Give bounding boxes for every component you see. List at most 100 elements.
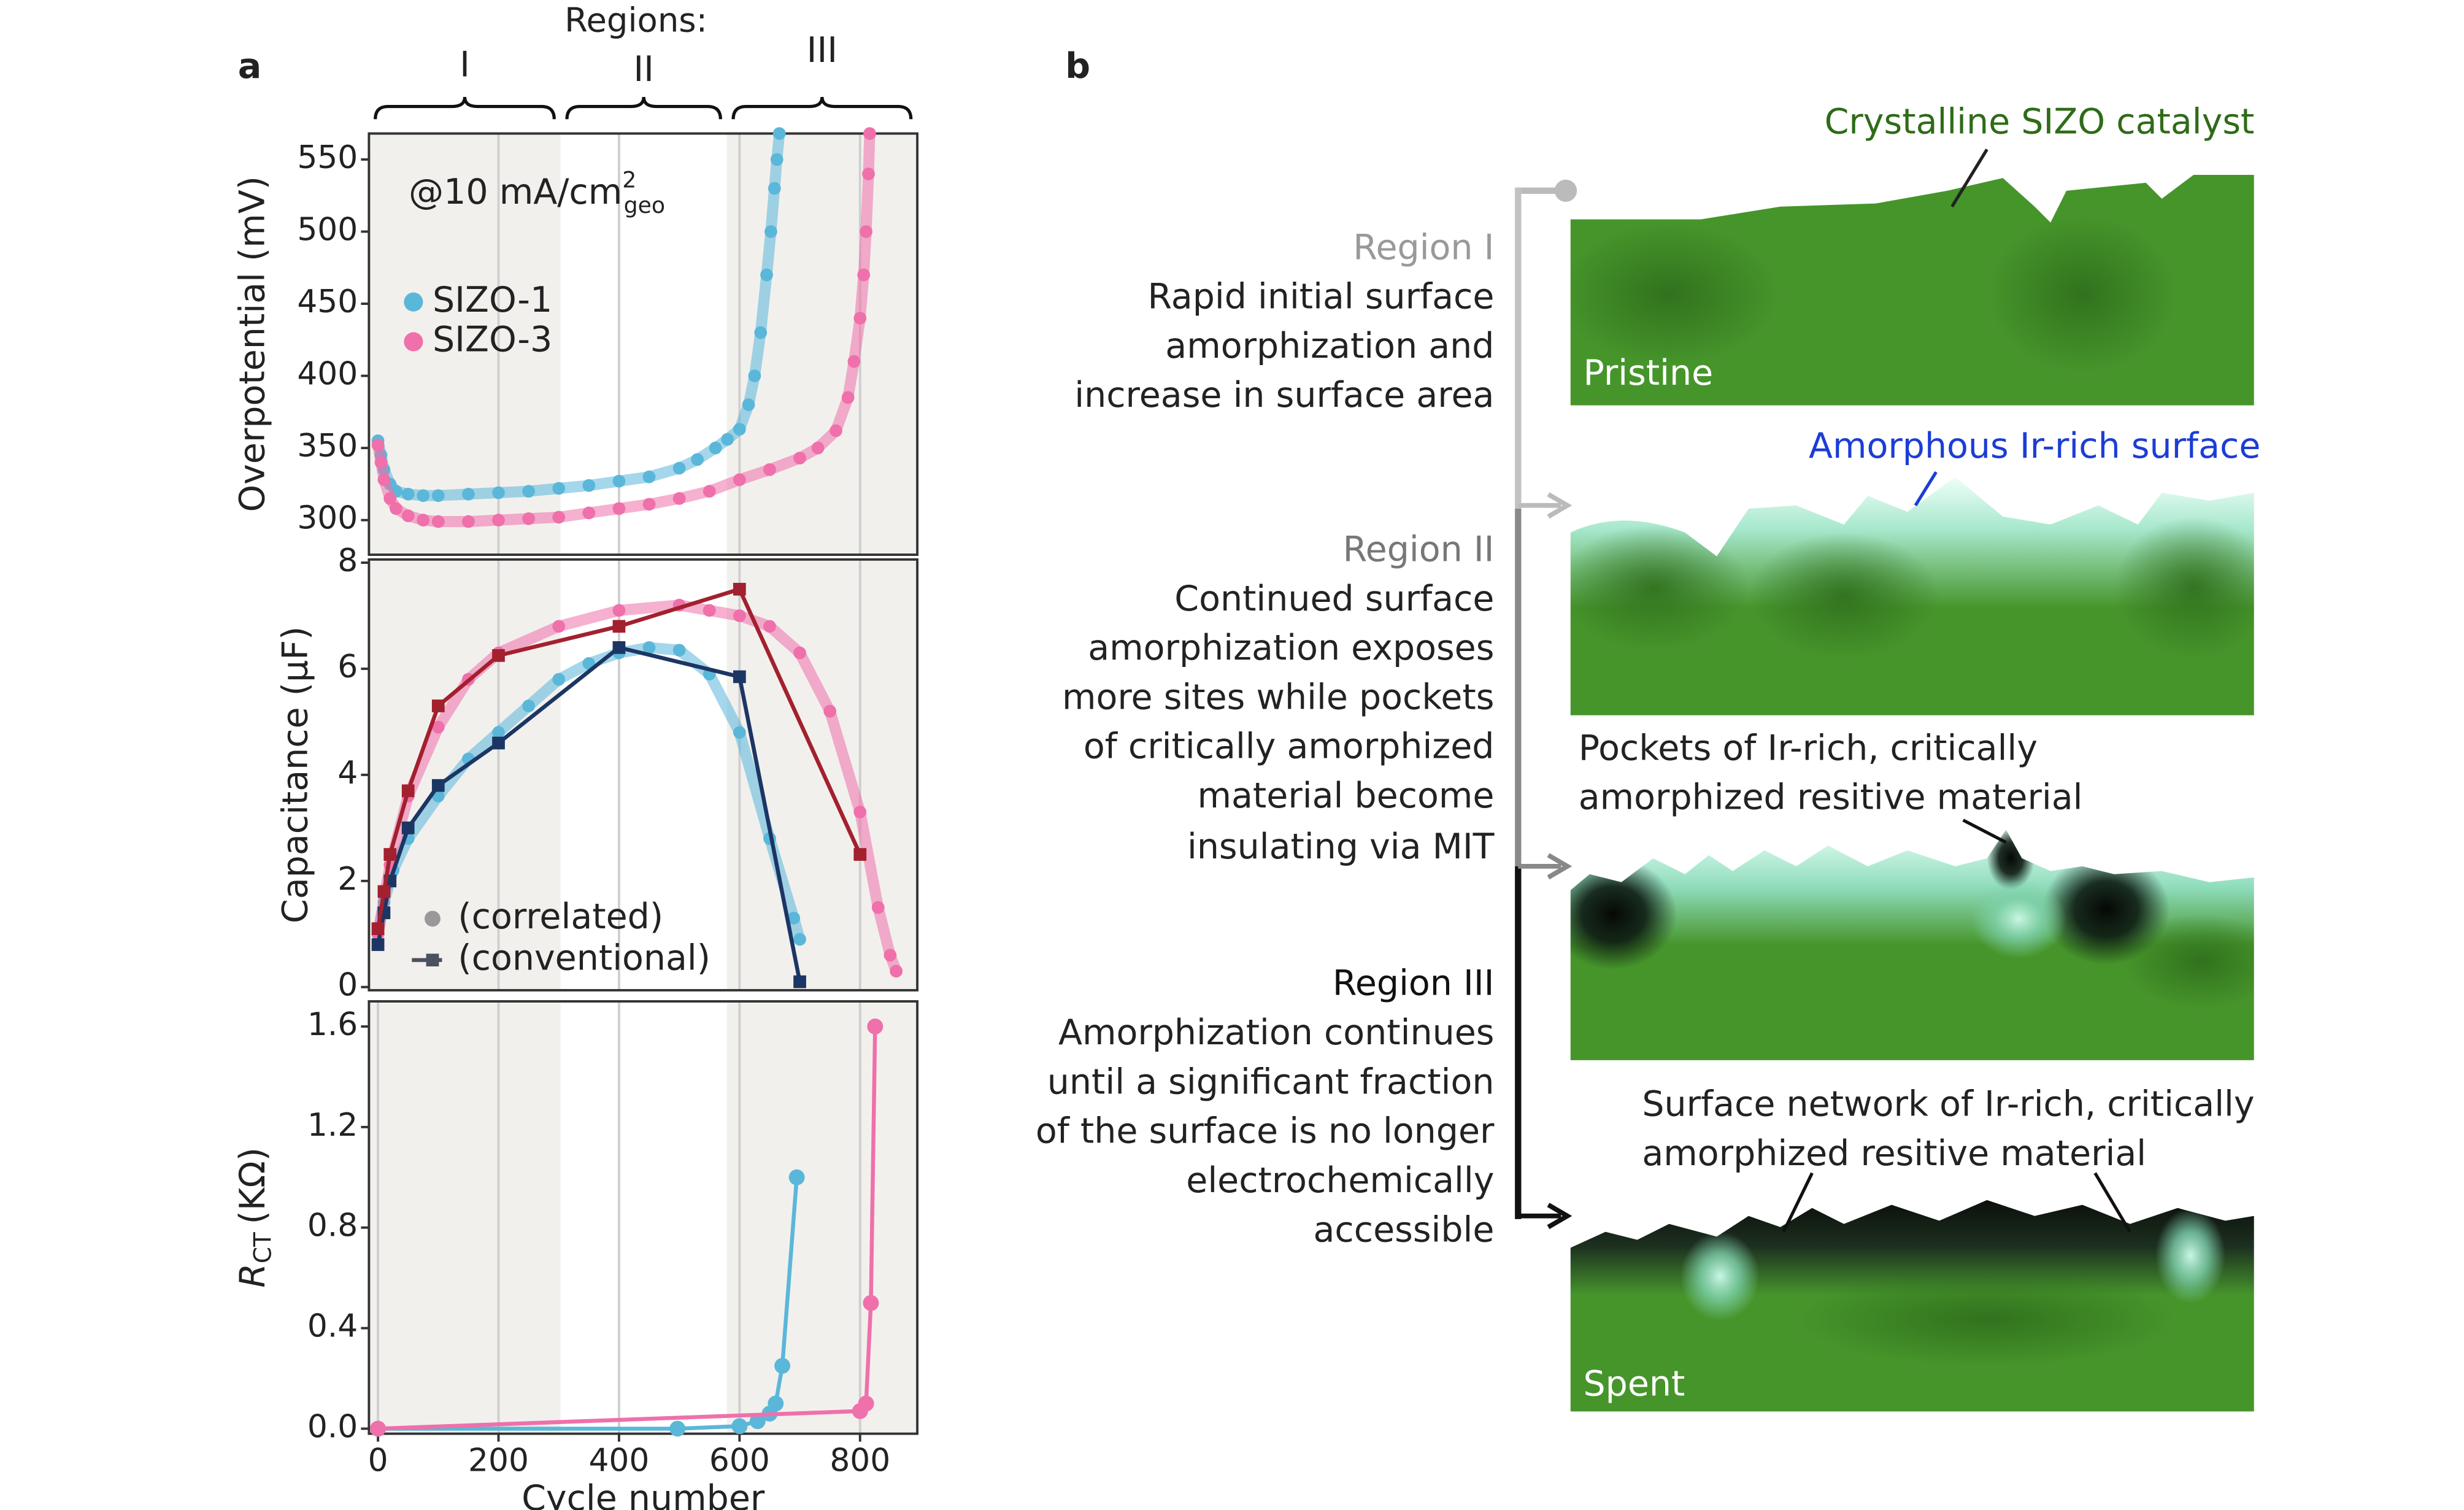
data-point [763,620,776,633]
x-tick-label: 200 [468,1442,529,1479]
x-tick-label: 800 [830,1442,890,1479]
annotation: @10 mA/cm2 geo [409,166,665,218]
data-point [691,453,704,466]
data-point [860,225,872,238]
region-label: III [807,30,837,71]
region-label: I [460,44,470,85]
data-point [401,821,415,834]
chart: 300 350 400 450 500 550 Overpotential (mV) SIZO… [232,127,919,557]
callout: Surface network of Ir-rich, critically [1642,1084,2254,1125]
data-point [492,726,505,739]
data-point [552,510,566,524]
panel-label: b [1065,46,1090,87]
data-point [383,848,397,861]
data-point [642,470,656,483]
data-point [417,514,430,527]
data-point [492,486,505,499]
stage-text: of critically amorphized [1084,726,1495,767]
data-point [371,938,385,951]
annotation-text: @10 mA/cm [409,172,622,212]
data-point [417,489,430,503]
region-brace [731,96,913,120]
y-tick-label: 1.6 [307,1006,358,1043]
data-point [612,620,626,633]
data-point [642,641,656,654]
surface-region-ii [1570,477,2254,715]
region-brace [565,96,722,120]
data-point [672,644,686,657]
callout: amorphized resitive material [1642,1133,2146,1174]
timeline-arrow [1518,1203,1573,1230]
y-tick-label: 0 [337,967,358,1004]
x-axis-label: Cycle number [522,1478,765,1510]
data-point [552,482,566,495]
data-point [371,922,385,935]
leader-line [1962,819,2007,844]
data-point [774,1358,791,1374]
data-point [462,487,475,501]
y-axis-label: Capacitance (μF) [275,626,315,923]
x-tick-label: 0 [368,1442,388,1479]
data-point [733,670,746,684]
data-point [884,949,897,962]
data-point [431,489,445,503]
stage-text: electrochemically [1186,1160,1494,1201]
data-point [552,672,566,686]
region-shade [369,133,561,555]
image-label: Pristine [1584,353,1714,393]
region-shade [369,559,561,990]
data-point [857,268,871,282]
legend-label: SIZO-3 [433,320,552,360]
timeline-arrow [1518,853,1573,880]
timeline-arrow [1518,492,1573,519]
data-point [863,127,876,140]
legend-marker [426,953,439,967]
leader-line [2093,1172,2131,1233]
data-point [768,182,781,195]
y-tick-label: 350 [297,428,358,464]
data-point [768,1395,784,1412]
surface-region-iii [1570,830,2254,1060]
data-point [612,604,626,617]
region-label: II [633,49,654,90]
callout: amorphized resitive material [1579,777,2083,818]
legend-marker [425,911,441,927]
data-point [788,1169,805,1185]
y-tick-label: 2 [337,861,358,898]
label-subscript: CT [249,1232,277,1263]
data-point [552,620,566,633]
data-point [377,473,391,487]
data-point [853,312,867,325]
stage-text: until a significant fraction [1047,1061,1495,1102]
stage-text: of the surface is no longer [1036,1111,1495,1152]
y-tick-label: 500 [297,211,358,248]
surface-spent [1570,1200,2254,1412]
callout: Pockets of Ir-rich, critically [1579,728,2038,768]
callout: Amorphous Ir-rich surface [1809,426,2260,466]
data-point [612,641,626,654]
stage-text: amorphization and [1165,326,1494,366]
data-point [733,609,746,622]
timeline-dot [1554,179,1577,202]
data-point [742,398,755,411]
data-point [522,485,535,498]
data-point [383,492,397,505]
y-tick-label: 300 [297,500,358,537]
data-point [811,441,825,455]
data-point [401,509,415,522]
data-point [582,506,596,520]
data-point [731,1418,748,1435]
data-point [492,514,505,527]
stage-text: increase in surface area [1074,375,1494,415]
image-label: Spent [1584,1364,1685,1404]
legend-label: (conventional) [458,938,710,978]
surface-pristine [1570,174,2254,406]
data-point [642,498,656,511]
data-point [390,502,402,515]
stage-title: Region II [1343,530,1495,570]
series-trace [372,599,902,973]
data-point [749,1413,766,1430]
